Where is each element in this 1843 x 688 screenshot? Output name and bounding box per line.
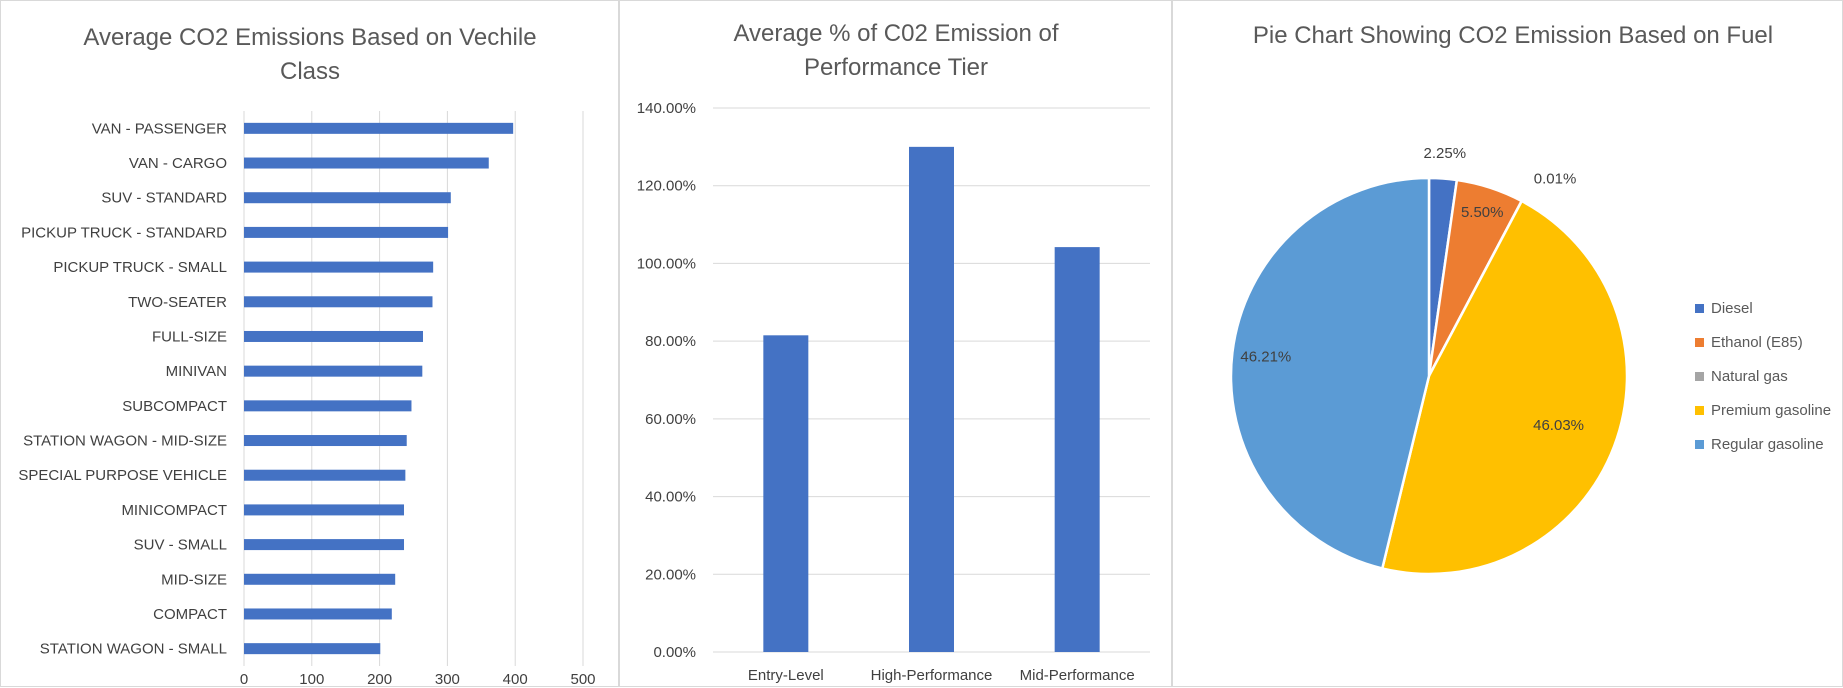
vehicle-class-chart-panel: Average CO2 Emissions Based on Vechile C… — [0, 0, 619, 688]
bar — [244, 608, 392, 620]
x-tick-label: 400 — [503, 671, 528, 688]
bar — [244, 643, 381, 655]
category-label: High-Performance — [871, 667, 993, 684]
x-tick-label: 500 — [570, 671, 595, 688]
category-label: MINIVAN — [166, 363, 227, 380]
pie-slice — [1381, 199, 1629, 576]
bar — [909, 146, 954, 652]
data-label: 5.50% — [1461, 204, 1504, 221]
legend-label: Natural gas — [1711, 368, 1788, 385]
chart-title: Pie Chart Showing CO2 Emission Based on … — [1253, 22, 1773, 49]
legend-swatch — [1695, 440, 1704, 449]
legend-label: Regular gasoline — [1711, 436, 1824, 453]
y-tick-label: 140.00% — [637, 100, 696, 117]
category-label: Mid-Performance — [1020, 667, 1135, 684]
x-tick-label: 0 — [240, 671, 248, 688]
category-label: SUBCOMPACT — [122, 398, 227, 415]
bar — [244, 365, 423, 377]
category-label: TWO-SEATER — [128, 294, 227, 311]
bar — [244, 330, 423, 342]
category-label: FULL-SIZE — [152, 328, 227, 345]
bar — [244, 261, 434, 273]
bar — [244, 157, 489, 169]
category-label: STATION WAGON - SMALL — [40, 641, 227, 658]
legend-label: Ethanol (E85) — [1711, 334, 1803, 351]
x-tick-label: 300 — [435, 671, 460, 688]
bar — [244, 226, 449, 238]
y-tick-label: 80.00% — [645, 333, 696, 350]
category-label: VAN - PASSENGER — [92, 120, 227, 137]
data-label: 0.01% — [1534, 170, 1577, 187]
bar — [244, 435, 407, 447]
category-label: Entry-Level — [748, 667, 824, 684]
bar — [244, 296, 433, 308]
chart-title-line-1: Average % of C02 Emission of — [733, 20, 1058, 47]
fuel-pie-chart-panel: Pie Chart Showing CO2 Emission Based on … — [1172, 0, 1843, 687]
y-tick-label: 100.00% — [637, 255, 696, 272]
category-label: SUV - STANDARD — [101, 190, 227, 207]
y-tick-label: 0.00% — [653, 644, 696, 661]
bar — [244, 469, 406, 481]
bar — [763, 335, 809, 652]
legend-label: Premium gasoline — [1711, 402, 1831, 419]
legend-label: Diesel — [1711, 300, 1753, 317]
x-tick-label: 200 — [367, 671, 392, 688]
performance-tier-chart: Average % of C02 Emission of Performance… — [637, 20, 1150, 684]
chart-title-line-2: Performance Tier — [804, 54, 988, 81]
y-tick-label: 20.00% — [645, 566, 696, 583]
chart-title-line-1: Average CO2 Emissions Based on Vechile — [83, 24, 536, 51]
category-label: PICKUP TRUCK - STANDARD — [21, 224, 227, 241]
y-tick-label: 60.00% — [645, 411, 696, 428]
performance-tier-chart-panel: Average % of C02 Emission of Performance… — [619, 0, 1172, 687]
y-tick-label: 120.00% — [637, 178, 696, 195]
x-tick-label: 100 — [299, 671, 324, 688]
bar — [244, 539, 405, 551]
category-label: MINICOMPACT — [121, 502, 227, 519]
legend-swatch — [1695, 372, 1704, 381]
category-label: SUV - SMALL — [134, 537, 227, 554]
legend-swatch — [1695, 338, 1704, 347]
category-label: PICKUP TRUCK - SMALL — [53, 259, 227, 276]
category-label: SPECIAL PURPOSE VEHICLE — [18, 467, 227, 484]
y-tick-label: 40.00% — [645, 489, 696, 506]
vehicle-class-chart: Average CO2 Emissions Based on Vechile C… — [18, 24, 595, 688]
fuel-pie-chart: Pie Chart Showing CO2 Emission Based on … — [1229, 22, 1831, 576]
chart-title-line-2: Class — [280, 58, 340, 85]
data-label: 46.21% — [1240, 348, 1291, 365]
data-label: 46.03% — [1533, 417, 1584, 434]
bar — [1054, 247, 1100, 652]
legend-swatch — [1695, 304, 1704, 313]
bar — [244, 573, 396, 585]
bar — [244, 122, 514, 134]
pie-slice — [1229, 176, 1431, 570]
category-label: STATION WAGON - MID-SIZE — [23, 433, 227, 450]
bar — [244, 400, 412, 412]
legend-swatch — [1695, 406, 1704, 415]
data-label: 2.25% — [1424, 145, 1467, 162]
category-label: COMPACT — [153, 606, 227, 623]
category-label: VAN - CARGO — [129, 155, 227, 172]
category-label: MID-SIZE — [161, 571, 227, 588]
bar — [244, 192, 451, 204]
bar — [244, 504, 405, 516]
